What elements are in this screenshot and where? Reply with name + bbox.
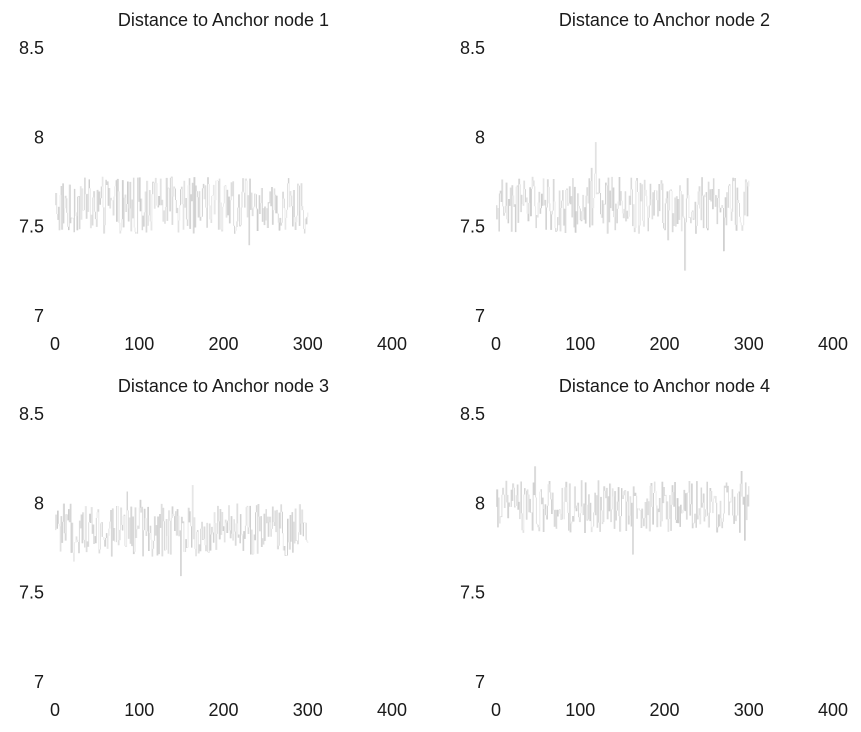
x-tick-label: 300 xyxy=(734,700,764,720)
series-line xyxy=(496,142,750,271)
chart-svg-2: Distance to Anchor node 2 7 7.5 8 8.5 0 100 200… xyxy=(460,10,848,354)
series-line xyxy=(55,485,309,577)
y-tick-label: 8 xyxy=(475,493,485,513)
x-tick-label: 0 xyxy=(50,334,60,354)
chart-svg-4: Distance to Anchor node 4 7 7.5 8 8.5 0 100 200… xyxy=(460,376,848,720)
x-tick-label: 100 xyxy=(565,700,595,720)
chart-panel-4: Distance to Anchor node 4 7 7.5 8 8.5 0 100 200… xyxy=(441,366,861,726)
chart-svg-1: Distance to Anchor node 1 7 7.5 8 8.5 0 100 200… xyxy=(19,10,407,354)
y-tick-label: 8.5 xyxy=(19,38,44,58)
y-tick-label: 7 xyxy=(475,672,485,692)
y-tick-label: 8 xyxy=(34,493,44,513)
y-tick-label: 8.5 xyxy=(460,404,485,424)
x-tick-label: 0 xyxy=(491,700,501,720)
chart-panel-3: Distance to Anchor node 3 7 7.5 8 8.5 0 100 200… xyxy=(0,366,420,726)
x-tick-label: 100 xyxy=(565,334,595,354)
series-line xyxy=(496,466,750,555)
x-tick-label: 400 xyxy=(377,700,407,720)
y-tick-label: 7.5 xyxy=(460,217,485,237)
x-tick-label: 200 xyxy=(208,700,238,720)
y-tick-label: 7 xyxy=(34,306,44,326)
x-tick-label: 0 xyxy=(50,700,60,720)
y-tick-label: 7.5 xyxy=(19,217,44,237)
x-tick-label: 100 xyxy=(124,700,154,720)
x-tick-label: 200 xyxy=(649,334,679,354)
x-tick-label: 300 xyxy=(293,700,323,720)
y-tick-label: 7.5 xyxy=(460,583,485,603)
series-line xyxy=(55,176,309,246)
x-tick-label: 200 xyxy=(208,334,238,354)
x-tick-label: 100 xyxy=(124,334,154,354)
x-tick-label: 300 xyxy=(293,334,323,354)
chart-panel-1: Distance to Anchor node 1 7 7.5 8 8.5 0 100 200… xyxy=(0,0,420,360)
chart-svg-3: Distance to Anchor node 3 7 7.5 8 8.5 0 100 200… xyxy=(19,376,407,720)
chart-panel-2: Distance to Anchor node 2 7 7.5 8 8.5 0 100 200… xyxy=(441,0,861,360)
x-tick-label: 300 xyxy=(734,334,764,354)
x-tick-label: 200 xyxy=(649,700,679,720)
x-tick-label: 400 xyxy=(818,700,848,720)
y-tick-label: 8.5 xyxy=(460,38,485,58)
x-tick-label: 0 xyxy=(491,334,501,354)
chart-title: Distance to Anchor node 3 xyxy=(118,376,329,396)
y-tick-label: 7 xyxy=(475,306,485,326)
y-tick-label: 7.5 xyxy=(19,583,44,603)
y-tick-label: 8 xyxy=(475,127,485,147)
chart-title: Distance to Anchor node 4 xyxy=(559,376,770,396)
chart-title: Distance to Anchor node 1 xyxy=(118,10,329,30)
x-tick-label: 400 xyxy=(377,334,407,354)
x-tick-label: 400 xyxy=(818,334,848,354)
chart-title: Distance to Anchor node 2 xyxy=(559,10,770,30)
y-tick-label: 8.5 xyxy=(19,404,44,424)
y-tick-label: 7 xyxy=(34,672,44,692)
y-tick-label: 8 xyxy=(34,127,44,147)
